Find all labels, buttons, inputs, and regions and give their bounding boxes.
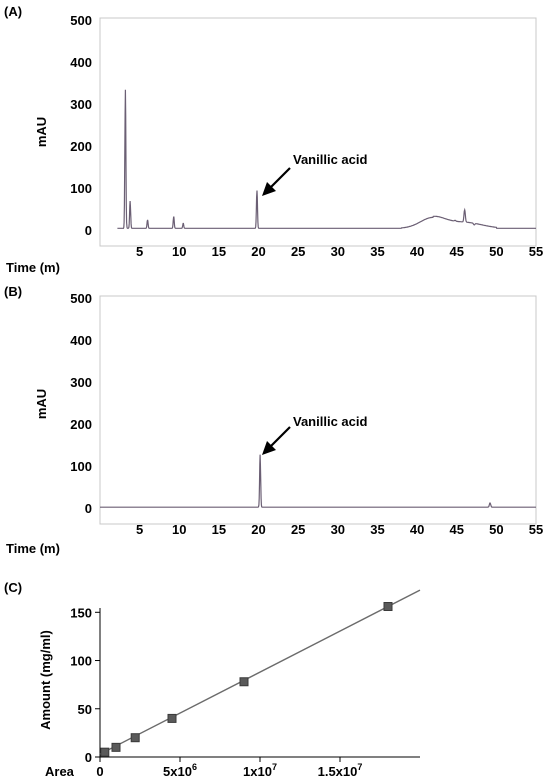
x-tick-label: 25 bbox=[291, 244, 305, 259]
chromatogram-b: (B) mAU Time (m) 0 100 200 300 400 500 5 10 15 2… bbox=[4, 284, 543, 556]
x-axis-label-c: Area bbox=[45, 764, 75, 779]
plot-frame-a bbox=[99, 17, 537, 247]
annotation-vanillic-acid-b: Vanillic acid bbox=[293, 414, 367, 429]
data-point bbox=[383, 602, 393, 612]
x-tick-label: 25 bbox=[291, 522, 305, 537]
x-tick-label: 20 bbox=[251, 244, 265, 259]
x-tick-label: 5 bbox=[136, 522, 143, 537]
y-tick-label: 500 bbox=[70, 291, 92, 306]
y-tick-label: 0 bbox=[85, 501, 92, 516]
x-tick-label: 30 bbox=[331, 244, 345, 259]
chromatogram-trace-a bbox=[117, 89, 536, 229]
x-tick-label: 50 bbox=[489, 244, 503, 259]
panel-label-a: (A) bbox=[4, 4, 22, 19]
panel-label-b: (B) bbox=[4, 284, 22, 299]
x-tick-label: 55 bbox=[529, 522, 543, 537]
annotation-arrowhead-a bbox=[262, 182, 276, 196]
x-tick-label: 55 bbox=[529, 244, 543, 259]
chromatogram-trace-b bbox=[100, 454, 536, 508]
plot-frame-b bbox=[99, 295, 537, 525]
x-tick-label: 20 bbox=[251, 522, 265, 537]
x-axis-label-a: Time (m) bbox=[6, 260, 60, 275]
x-tick-label: 1.5x107 bbox=[318, 762, 363, 779]
x-tick-label: 5 bbox=[136, 244, 143, 259]
x-tick-label: 35 bbox=[370, 522, 384, 537]
y-tick-label: 400 bbox=[70, 333, 92, 348]
x-tick-label: 5x106 bbox=[163, 762, 197, 779]
x-tick-label: 30 bbox=[331, 522, 345, 537]
y-axis-label-b: mAU bbox=[34, 389, 49, 419]
annotation-vanillic-acid-a: Vanillic acid bbox=[293, 152, 367, 167]
annotation-arrowhead-b bbox=[262, 441, 276, 455]
y-tick-label: 500 bbox=[70, 13, 92, 28]
x-tick-label: 40 bbox=[410, 244, 424, 259]
data-point bbox=[100, 747, 110, 757]
x-tick-label: 40 bbox=[410, 522, 424, 537]
panel-label-c: (C) bbox=[4, 580, 22, 595]
x-tick-label: 15 bbox=[212, 522, 226, 537]
x-tick-label: 0 bbox=[96, 764, 103, 779]
y-tick-label: 400 bbox=[70, 55, 92, 70]
x-tick-label: 45 bbox=[449, 244, 463, 259]
x-tick-label: 45 bbox=[449, 522, 463, 537]
y-axis-label-c: Amount (mg/ml) bbox=[38, 630, 53, 730]
x-axis-label-b: Time (m) bbox=[6, 541, 60, 556]
annotation-arrow-a bbox=[269, 167, 291, 189]
chromatogram-a: (A) mAU Time (m) 0 100 200 300 400 500 5 10 15 2… bbox=[4, 4, 543, 275]
data-point bbox=[130, 733, 140, 743]
x-tick-label: 35 bbox=[370, 244, 384, 259]
fit-line bbox=[99, 589, 421, 755]
data-point bbox=[111, 742, 121, 752]
data-point bbox=[167, 713, 177, 723]
y-tick-label: 300 bbox=[70, 97, 92, 112]
x-tick-label: 10 bbox=[172, 522, 186, 537]
y-tick-label: 100 bbox=[70, 181, 92, 196]
data-point bbox=[239, 677, 249, 687]
x-tick-label: 10 bbox=[172, 244, 186, 259]
y-tick-label: 100 bbox=[70, 654, 92, 669]
calibration-curve-c: (C) Amount (mg/ml) Area 0 50 100 150 0 5x106… bbox=[4, 580, 421, 779]
y-tick-label: 100 bbox=[70, 459, 92, 474]
y-tick-label: 300 bbox=[70, 375, 92, 390]
x-tick-label: 15 bbox=[212, 244, 226, 259]
x-tick-label: 1x107 bbox=[243, 762, 277, 779]
y-tick-label: 0 bbox=[85, 223, 92, 238]
x-tick-label: 50 bbox=[489, 522, 503, 537]
y-tick-label: 200 bbox=[70, 139, 92, 154]
annotation-arrow-b bbox=[269, 426, 291, 448]
y-tick-label: 150 bbox=[70, 605, 92, 620]
y-tick-label: 0 bbox=[85, 750, 92, 765]
y-tick-label: 50 bbox=[78, 702, 92, 717]
y-axis-label-a: mAU bbox=[34, 117, 49, 147]
y-tick-label: 200 bbox=[70, 417, 92, 432]
